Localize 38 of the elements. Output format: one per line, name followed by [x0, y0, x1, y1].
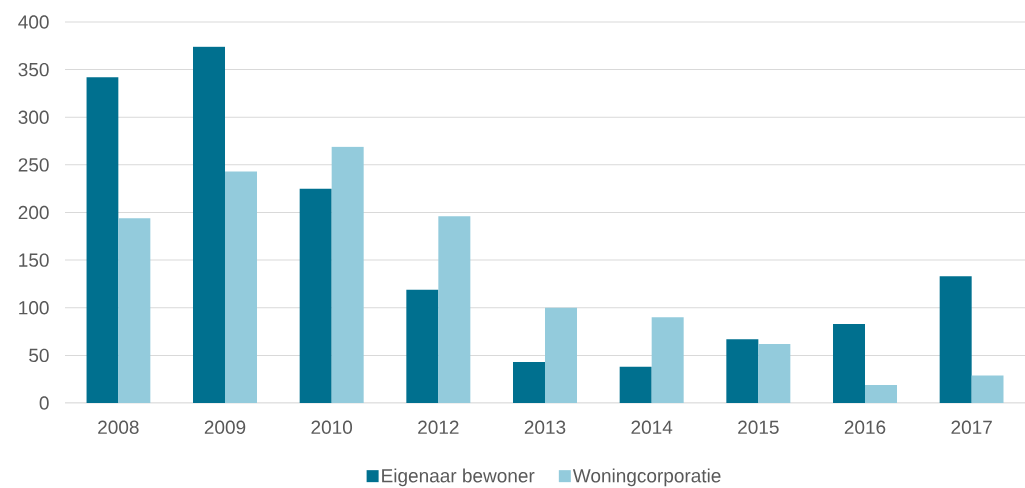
x-tick-label: 2013	[524, 420, 566, 434]
bar	[438, 216, 471, 403]
bar	[331, 146, 364, 403]
bar	[726, 339, 759, 403]
bar	[193, 46, 226, 403]
bar	[225, 171, 258, 403]
x-tick-label: 2010	[311, 420, 353, 434]
x-tick-label: 2012	[418, 420, 459, 434]
legend-label: Eigenaar bewoner	[382, 468, 535, 487]
y-tick-label: 50	[29, 348, 49, 363]
x-tick-label: 2009	[204, 420, 246, 434]
x-tick-label: 2017	[951, 420, 992, 434]
bar	[118, 218, 151, 403]
bar	[545, 307, 578, 403]
x-tick-label: 2014	[631, 420, 673, 434]
bar	[758, 343, 791, 403]
y-tick-label: 150	[19, 253, 49, 267]
x-tick-label: 2016	[844, 420, 886, 434]
bar	[619, 366, 652, 403]
y-tick-label: 350	[18, 62, 49, 77]
bar	[513, 362, 545, 403]
bar	[939, 276, 972, 403]
x-tick-label: 2008	[98, 420, 139, 434]
legend-label: Woningcorporatie	[572, 468, 721, 487]
bar	[651, 317, 684, 403]
bar	[86, 77, 119, 403]
y-tick-label: 200	[18, 205, 49, 220]
bar	[865, 384, 898, 403]
x-tick-label: 2015	[738, 420, 779, 434]
bar	[299, 188, 332, 403]
y-tick-label: 300	[18, 110, 49, 124]
y-tick-label: 100	[19, 301, 49, 315]
y-tick-label: 250	[18, 158, 49, 172]
y-tick-label: 0	[39, 396, 49, 410]
y-tick-label: 400	[18, 15, 49, 29]
bar	[833, 323, 866, 403]
bar	[971, 375, 1004, 403]
bar	[406, 289, 439, 403]
